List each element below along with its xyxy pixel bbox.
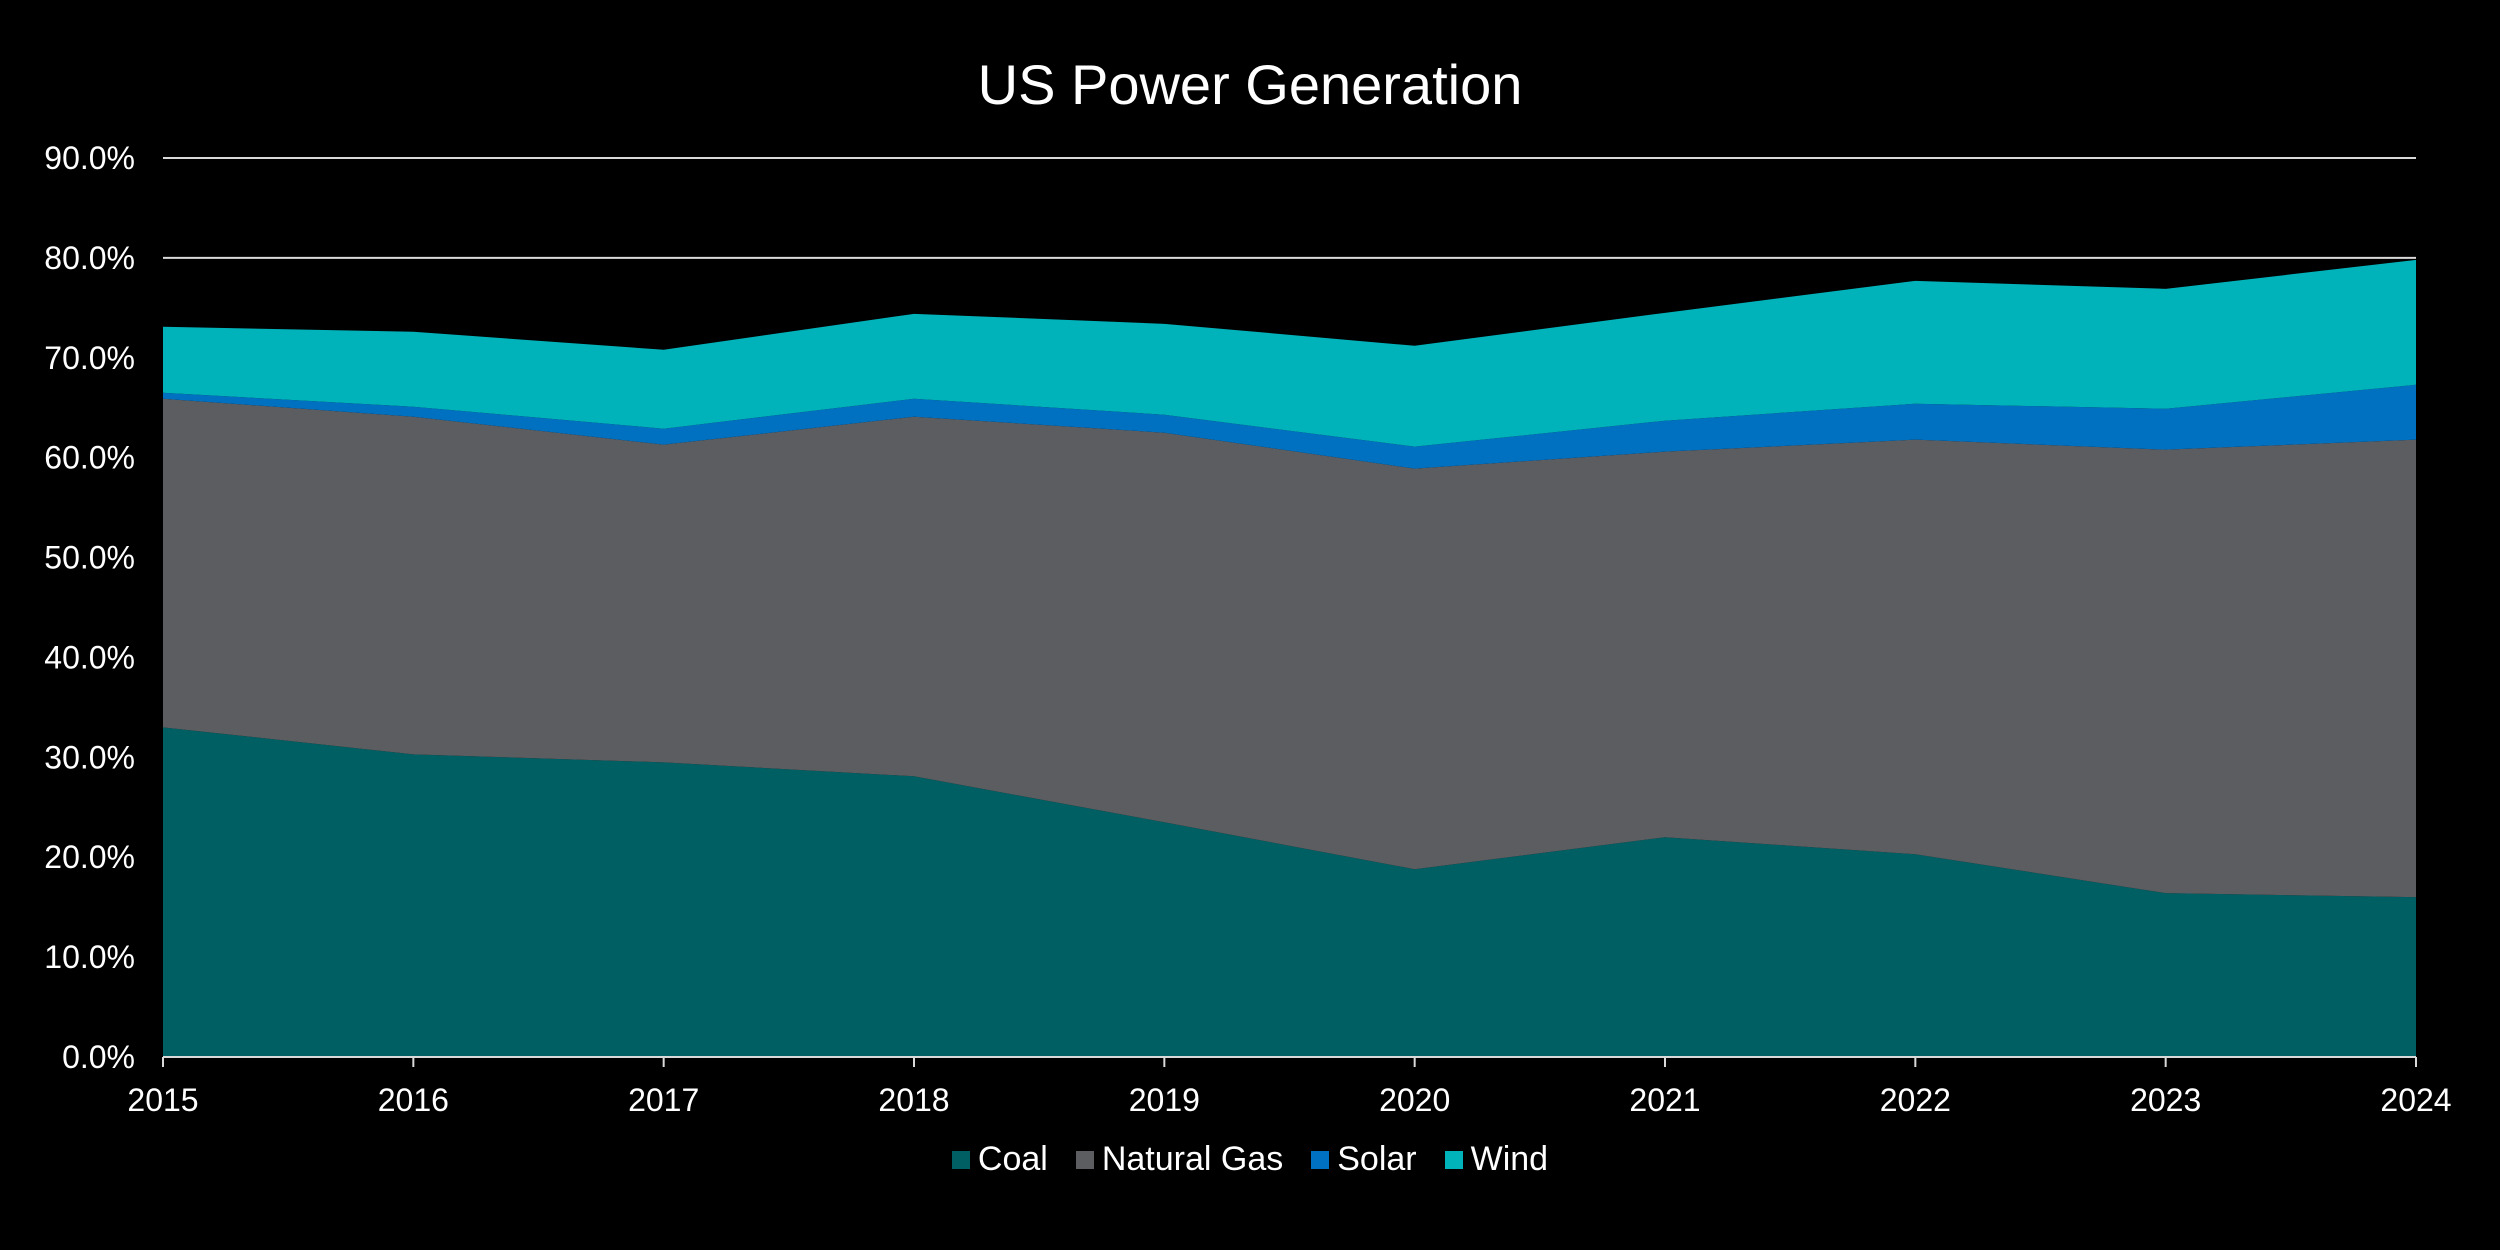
y-tick-label: 10.0% <box>44 939 135 975</box>
legend-item: Solar <box>1311 1140 1417 1179</box>
area-coal <box>163 727 2416 1057</box>
y-tick-label: 80.0% <box>44 240 135 276</box>
area-wind <box>163 259 2416 447</box>
x-tick-label: 2017 <box>628 1082 699 1118</box>
y-tick-label: 40.0% <box>44 639 135 675</box>
legend-item: Natural Gas <box>1075 1140 1284 1179</box>
x-tick-label: 2023 <box>2130 1082 2201 1118</box>
x-tick-label: 2024 <box>2380 1082 2451 1118</box>
y-tick-label: 70.0% <box>44 340 135 376</box>
x-tick-label: 2022 <box>1880 1082 1951 1118</box>
legend-swatch <box>1311 1150 1330 1169</box>
chart-title: US Power Generation <box>977 53 1523 116</box>
y-tick-label: 30.0% <box>44 739 135 775</box>
legend-label: Wind <box>1470 1140 1549 1178</box>
legend-item: Coal <box>951 1140 1048 1179</box>
legend-label: Coal <box>977 1140 1048 1178</box>
y-tick-label: 60.0% <box>44 440 135 476</box>
area-natural-gas <box>163 398 2416 898</box>
x-tick-label: 2019 <box>1129 1082 1200 1118</box>
x-tick-label: 2016 <box>378 1082 449 1118</box>
legend-swatch <box>1075 1150 1094 1169</box>
y-tick-label: 90.0% <box>44 140 135 176</box>
y-tick-label: 50.0% <box>44 540 135 576</box>
x-tick-label: 2020 <box>1379 1082 1450 1118</box>
legend-label: Solar <box>1337 1140 1417 1178</box>
legend: Coal Natural Gas Solar Wind <box>0 1140 2500 1179</box>
y-tick-label: 0.0% <box>62 1039 135 1075</box>
legend-item: Wind <box>1444 1140 1549 1179</box>
x-tick-label: 2015 <box>127 1082 198 1118</box>
legend-label: Natural Gas <box>1101 1140 1284 1178</box>
x-tick-label: 2021 <box>1629 1082 1700 1118</box>
y-tick-label: 20.0% <box>44 839 135 875</box>
legend-swatch <box>951 1150 970 1169</box>
x-tick-label: 2018 <box>878 1082 949 1118</box>
area-solar <box>163 384 2416 469</box>
legend-swatch <box>1444 1150 1463 1169</box>
